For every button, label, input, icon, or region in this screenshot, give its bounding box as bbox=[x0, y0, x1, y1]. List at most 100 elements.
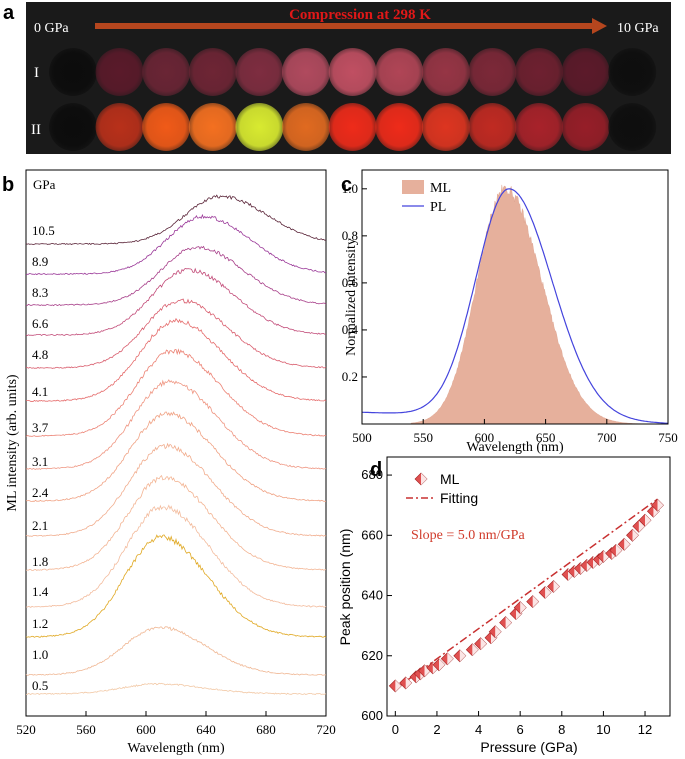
pressure-label-1.0: 1.0 bbox=[32, 647, 48, 662]
pressure-label-8.3: 8.3 bbox=[32, 285, 48, 300]
ml-point bbox=[617, 537, 631, 551]
pressure-label-3.7: 3.7 bbox=[32, 420, 49, 435]
ml-point bbox=[651, 498, 664, 512]
spectra-curves bbox=[25, 194, 327, 695]
spectrum-2.1-gpa bbox=[25, 442, 327, 537]
pressure-label-2.4: 2.4 bbox=[32, 485, 49, 500]
sample-circle-row2-4 bbox=[188, 103, 237, 151]
sample-circle-row2-1 bbox=[49, 103, 97, 151]
sample-circle-row2-5 bbox=[235, 103, 284, 151]
sample-circle-row1-1 bbox=[49, 48, 97, 96]
c-y-tick-label-1: 0.4 bbox=[342, 322, 359, 337]
panel-c-plot bbox=[361, 184, 669, 425]
end-pressure-label: 10 GPa bbox=[617, 21, 659, 36]
sample-circle-row1-10 bbox=[468, 48, 517, 96]
panel-b-y-axis-label: ML intensity (arb. units) bbox=[5, 374, 20, 511]
panel-c-letter: c bbox=[341, 174, 352, 196]
panel-d-y-axis-label: Peak position (nm) bbox=[337, 529, 353, 646]
pressure-label-4.8: 4.8 bbox=[32, 347, 48, 362]
ml-point bbox=[499, 616, 513, 630]
d-x-tick-label-10: 10 bbox=[596, 722, 610, 737]
pressure-label-6.6: 6.6 bbox=[32, 316, 49, 331]
c-y-tick-label-0: 0.2 bbox=[342, 369, 358, 384]
panel-b-frame bbox=[25, 169, 327, 717]
d-x-tick-label-6: 6 bbox=[517, 722, 524, 737]
b-x-tick-label-600: 600 bbox=[136, 722, 156, 737]
c-x-tick-label-700: 700 bbox=[597, 430, 617, 445]
legend-ml-text: ML bbox=[440, 471, 460, 487]
c-x-tick-label-500: 500 bbox=[352, 430, 372, 445]
fitting-line bbox=[394, 498, 658, 690]
sample-circle-row1-8 bbox=[375, 48, 424, 96]
panel-b: b 0.5 1.0 1.2 1.4 1.8 2.1 2.4 3.1 3.7 4.1 4.8 6.6 8.… bbox=[2, 169, 336, 756]
pressure-label-8.9: 8.9 bbox=[32, 254, 48, 269]
c-y-tick-label-4: 1.0 bbox=[342, 181, 358, 196]
sample-circle-row1-3 bbox=[142, 48, 191, 96]
sample-circle-row1-13 bbox=[608, 48, 657, 96]
c-x-tick-label-650: 650 bbox=[536, 430, 556, 445]
sample-circle-row1-7 bbox=[328, 48, 377, 96]
panel-c: c 500 550 600 650 700 750 0.2 0.4 0.6 0.8 1.0 ML P… bbox=[341, 169, 678, 455]
panel-c-x-axis-label: Wavelength (nm) bbox=[466, 440, 564, 455]
sample-circle-row2-9 bbox=[421, 103, 470, 151]
spectrum-1.4-gpa bbox=[25, 504, 327, 608]
sample-circle-row1-2 bbox=[95, 48, 144, 96]
legend-fitting-text: Fitting bbox=[440, 490, 478, 506]
b-x-tick-label-720: 720 bbox=[316, 722, 336, 737]
pressure-label-1.8: 1.8 bbox=[32, 554, 48, 569]
sample-circle-row2-13 bbox=[608, 103, 657, 151]
ml-point bbox=[388, 679, 402, 693]
b-x-tick-label-520: 520 bbox=[16, 722, 36, 737]
sample-circle-row2-2 bbox=[95, 103, 144, 151]
panel-b-letter: b bbox=[2, 174, 14, 196]
slope-annotation: Slope = 5.0 nm/GPa bbox=[411, 528, 525, 543]
spectrum-1.8-gpa bbox=[25, 475, 327, 571]
sample-circle-row2-11 bbox=[515, 103, 563, 151]
sample-circle-row1-6 bbox=[282, 48, 330, 96]
ml-point bbox=[626, 528, 639, 542]
sample-circle-row2-6 bbox=[282, 103, 330, 151]
panel-c-frame bbox=[361, 169, 669, 425]
legend-ml-label: ML bbox=[430, 181, 451, 196]
sample-circle-row2-3 bbox=[142, 103, 191, 151]
ml-point bbox=[399, 676, 413, 690]
d-y-tick-label-640: 640 bbox=[361, 588, 383, 603]
sample-circle-row2-7 bbox=[328, 103, 377, 151]
row-label-I: I bbox=[34, 65, 39, 81]
b-x-tick-label-560: 560 bbox=[76, 722, 96, 737]
spectrum-1.2-gpa bbox=[25, 534, 327, 638]
pressure-label-0.5: 0.5 bbox=[32, 678, 48, 693]
panel-d-plot bbox=[388, 498, 664, 693]
ml-point bbox=[440, 652, 454, 666]
b-x-tick-label-640: 640 bbox=[196, 722, 216, 737]
compression-arrowhead bbox=[592, 18, 607, 34]
panel-d-x-axis-label: Pressure (GPa) bbox=[480, 739, 577, 755]
b-x-tick-label-680: 680 bbox=[256, 722, 276, 737]
spectrum-3.1-gpa bbox=[25, 379, 327, 470]
spectrum-8.3-gpa bbox=[25, 245, 327, 307]
spectrum-8.9-gpa bbox=[25, 213, 327, 276]
sample-circle-row2-12 bbox=[561, 103, 610, 151]
row-label-II: II bbox=[31, 122, 41, 138]
sample-circle-row2-10 bbox=[468, 103, 517, 151]
spectrum-1.0-gpa bbox=[25, 626, 327, 676]
ml-point bbox=[547, 580, 560, 593]
d-y-tick-label-680: 680 bbox=[361, 467, 383, 482]
ml-point bbox=[609, 543, 623, 557]
pressure-labels: 0.5 1.0 1.2 1.4 1.8 2.1 2.4 3.1 3.7 4.1 4.8 6.6 8.3 8… bbox=[32, 223, 55, 693]
legend-ml-marker bbox=[414, 472, 428, 486]
spectrum-2.4-gpa bbox=[25, 411, 326, 502]
pressure-label-3.1: 3.1 bbox=[32, 454, 48, 469]
panel-d-ticks: 0 2 4 6 8 10 12 600 620 640 660 680 bbox=[361, 467, 652, 737]
spectrum-3.7-gpa bbox=[25, 348, 327, 437]
spectrum-4.8-gpa bbox=[25, 298, 327, 369]
pressure-unit-label: GPa bbox=[33, 177, 56, 192]
c-x-tick-label-600: 600 bbox=[475, 430, 495, 445]
d-x-tick-label-4: 4 bbox=[475, 722, 482, 737]
pressure-label-1.4: 1.4 bbox=[32, 584, 49, 599]
ml-point bbox=[465, 643, 479, 657]
c-y-tick-label-2: 0.6 bbox=[342, 275, 359, 290]
d-x-tick-label-8: 8 bbox=[558, 722, 565, 737]
panel-a-letter: a bbox=[3, 2, 15, 24]
